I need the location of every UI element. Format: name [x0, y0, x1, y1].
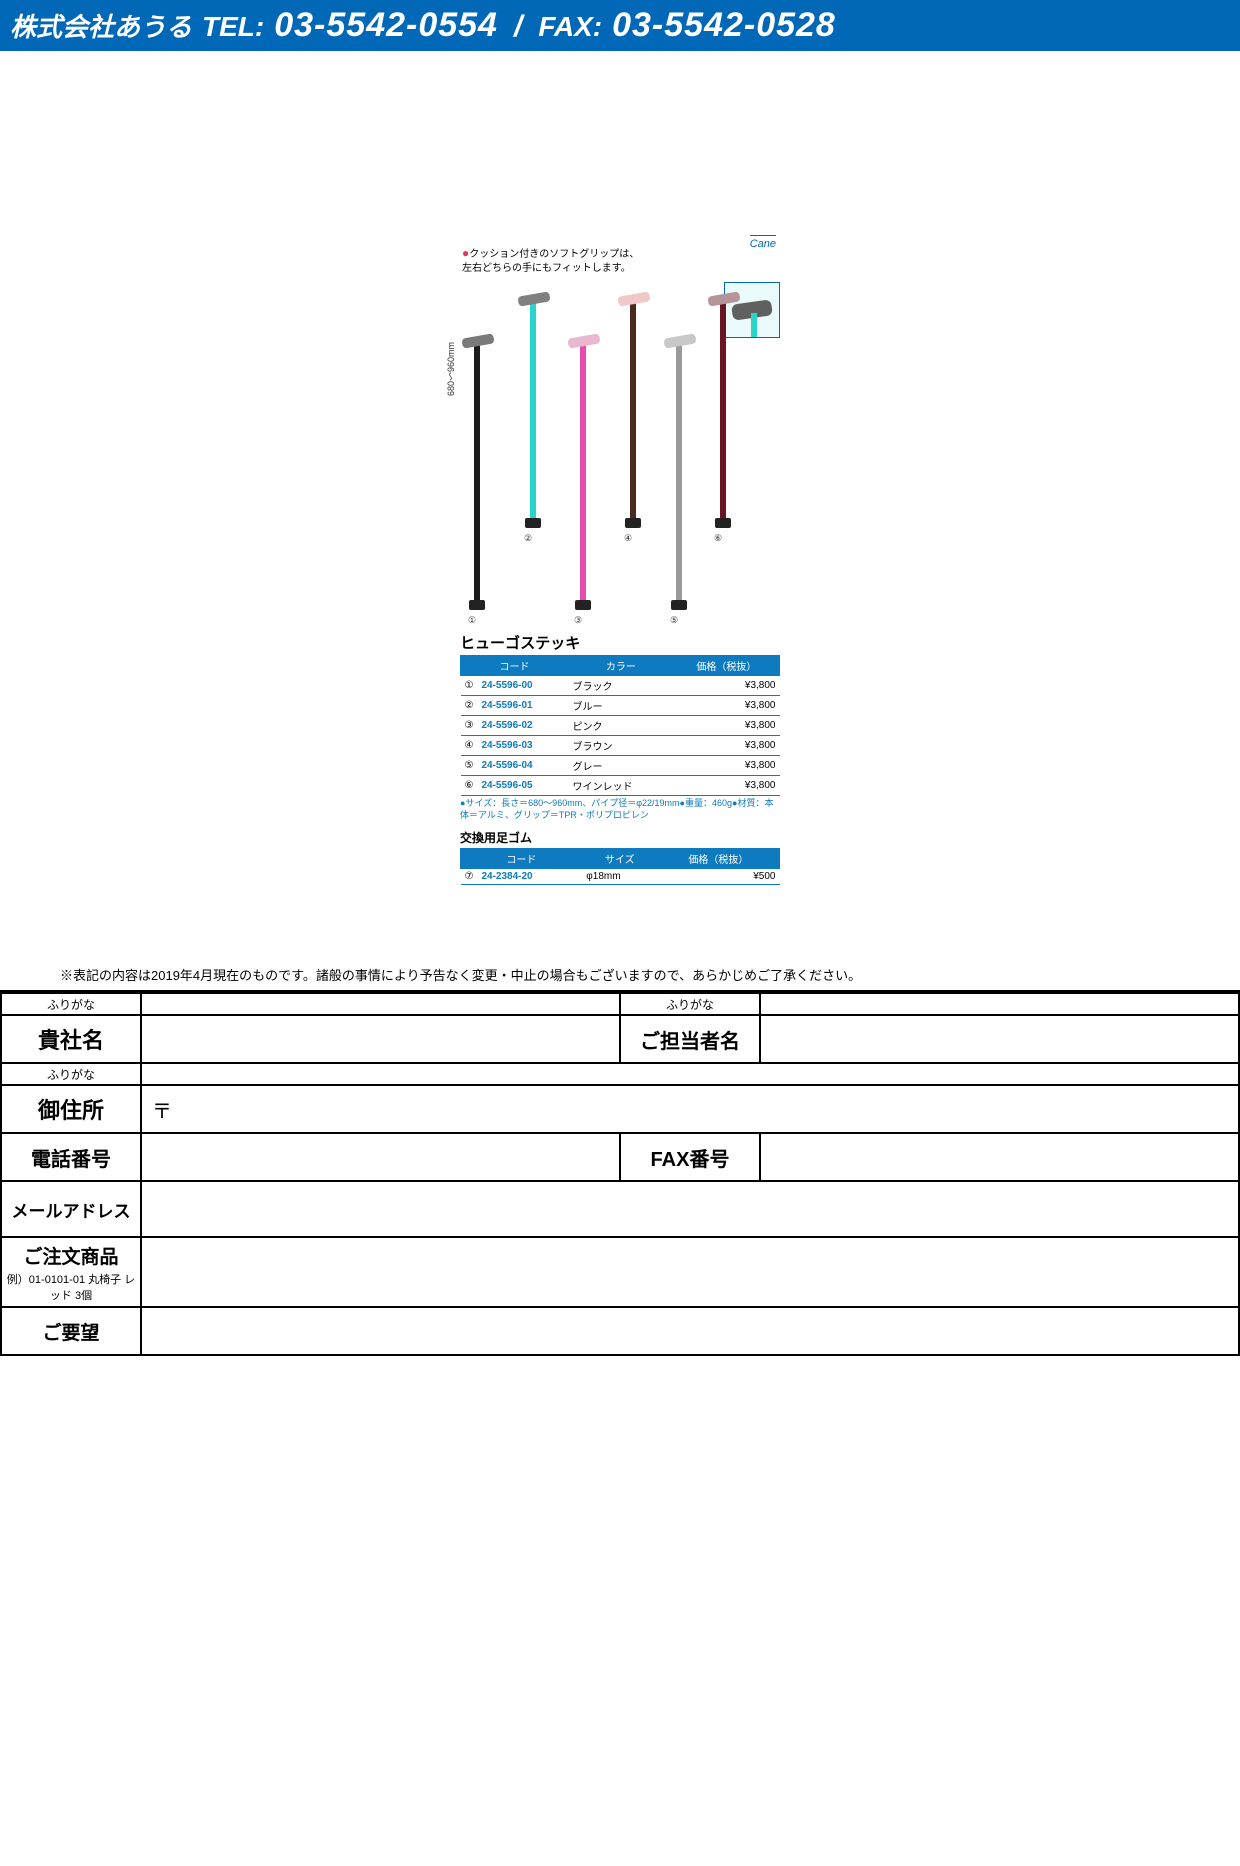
separator: /: [514, 10, 522, 44]
furigana-input-address[interactable]: [141, 1063, 1239, 1085]
cane-5: ⑤: [676, 342, 682, 602]
spec-row: ①24-5596-00ブラック¥3,800: [461, 676, 780, 696]
order-label: ご注文商品 例）01-0101-01 丸椅子 レッド 3個: [1, 1237, 141, 1307]
tel-number: 03-5542-0554: [274, 6, 498, 45]
contact-header: 株式会社あうる TEL: 03-5542-0554 / FAX: 03-5542…: [0, 0, 1240, 51]
cane-2: ②: [530, 300, 536, 520]
furigana-label-2: ふりがな: [620, 993, 760, 1015]
col-price-2: 価格（税抜）: [657, 849, 779, 869]
request-input[interactable]: [141, 1307, 1239, 1355]
grip-inset: [724, 282, 780, 338]
spec-row: ③24-5596-02ピンク¥3,800: [461, 716, 780, 736]
fax-label-form: FAX番号: [620, 1133, 760, 1181]
product-area: Cane ●クッション付きのソフトグリップは、 左右どちらの手にもフィットします…: [0, 51, 1240, 965]
furigana-input-contact[interactable]: [760, 993, 1239, 1015]
furigana-input-company[interactable]: [141, 993, 620, 1015]
furigana-label-3: ふりがな: [1, 1063, 141, 1085]
company-name: 株式会社あうる: [10, 7, 192, 44]
spec-row: ④24-5596-03ブラウン¥3,800: [461, 736, 780, 756]
spec-row: ⑥24-5596-05ワインレッド¥3,800: [461, 776, 780, 796]
request-label: ご要望: [1, 1307, 141, 1355]
contact-name-label: ご担当者名: [620, 1015, 760, 1063]
cane-1: ①: [474, 342, 480, 602]
address-input[interactable]: 〒: [141, 1085, 1239, 1133]
cane-6: ⑥: [720, 300, 726, 520]
spec-row: ②24-5596-01ブルー¥3,800: [461, 696, 780, 716]
fax-input[interactable]: [760, 1133, 1239, 1181]
order-input[interactable]: [141, 1237, 1239, 1307]
col-color: カラー: [569, 656, 674, 676]
spec-row: ⑦24-2384-20φ18mm¥500: [461, 869, 780, 885]
spec-table-sub: コード サイズ 価格（税抜） ⑦24-2384-20φ18mm¥500: [460, 848, 780, 885]
order-form: ふりがな ふりがな 貴社名 ご担当者名 ふりがな 御住所 〒 電話番号 FAX番…: [0, 992, 1240, 1356]
category-label: Cane: [750, 235, 776, 250]
spec-note: ●サイズ：長さ＝680〜960mm、パイプ径＝φ22/19mm●重量：460g●…: [460, 796, 780, 823]
sub-product-title: 交換用足ゴム: [460, 829, 780, 846]
email-input[interactable]: [141, 1181, 1239, 1237]
company-name-label: 貴社名: [1, 1015, 141, 1063]
cane-3: ③: [580, 342, 586, 602]
disclaimer: ※表記の内容は2019年4月現在のものです。諸般の事情により予告なく変更・中止の…: [0, 965, 1240, 992]
company-name-input[interactable]: [141, 1015, 620, 1063]
col-price: 価格（税抜）: [673, 656, 779, 676]
spec-row: ⑤24-5596-04グレー¥3,800: [461, 756, 780, 776]
order-example: 例）01-0101-01 丸椅子 レッド 3個: [2, 1271, 140, 1303]
fax-label: FAX:: [538, 11, 602, 43]
col-size: サイズ: [582, 849, 657, 869]
email-label: メールアドレス: [1, 1181, 141, 1237]
contact-name-input[interactable]: [760, 1015, 1239, 1063]
address-label: 御住所: [1, 1085, 141, 1133]
feature-text: ●クッション付きのソフトグリップは、 左右どちらの手にもフィットします。: [460, 241, 780, 278]
canes-figure: 680〜960mm ①②③④⑤⑥: [460, 282, 780, 622]
fax-number: 03-5542-0528: [612, 6, 836, 45]
product-title: ヒューゴステッキ: [460, 632, 780, 653]
spec-table-main: コード カラー 価格（税抜） ①24-5596-00ブラック¥3,800②24-…: [460, 655, 780, 796]
tel-label: TEL:: [202, 11, 264, 43]
tel-input[interactable]: [141, 1133, 620, 1181]
product-card: Cane ●クッション付きのソフトグリップは、 左右どちらの手にもフィットします…: [460, 241, 780, 885]
length-label: 680〜960mm: [444, 342, 457, 396]
col-code-2: コード: [461, 849, 583, 869]
cane-4: ④: [630, 300, 636, 520]
col-code: コード: [461, 656, 569, 676]
postal-mark: 〒: [142, 1101, 172, 1123]
tel-label-form: 電話番号: [1, 1133, 141, 1181]
furigana-label-1: ふりがな: [1, 993, 141, 1015]
